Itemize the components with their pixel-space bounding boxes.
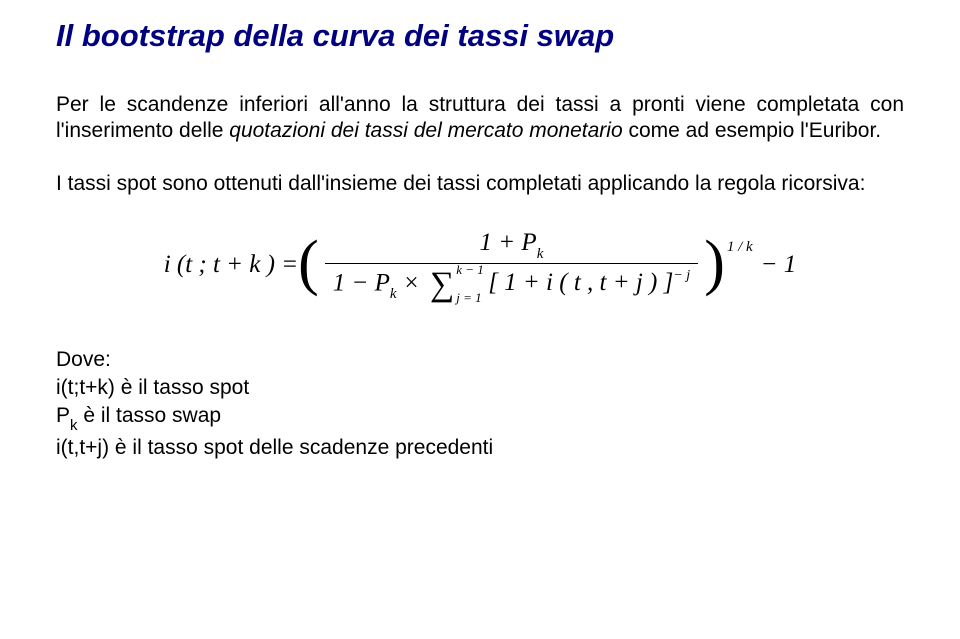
para1-text-c: come ad esempio l'Euribor. (623, 119, 881, 142)
dove-l2a: P (56, 404, 70, 427)
dove-line-2: Pk è il tasso swap (56, 402, 904, 433)
page-title: Il bootstrap della curva dei tassi swap (56, 18, 904, 54)
para1-text-b: quotazioni dei tassi del mercato monetar… (229, 119, 622, 142)
den-a: 1 − P (333, 269, 390, 296)
outer-exp: 1 / k (727, 239, 753, 256)
dove-line-1: i(t;t+k) è il tasso spot (56, 374, 904, 402)
den-b: × (397, 269, 426, 296)
dove-heading: Dove: (56, 346, 904, 374)
dove-line-3: i(t,t+j) è il tasso spot delle scadenze … (56, 434, 904, 462)
formula: i (t ; t + k ) = ( 1 + Pk 1 − Pk × k − 1… (164, 229, 797, 302)
formula-lhs: i (t ; t + k ) = (164, 251, 298, 279)
denominator: 1 − Pk × k − 1∑j = 1 [ 1 + i ( t , t + j … (325, 263, 698, 302)
sum-lower: j = 1 (456, 290, 481, 306)
paragraph-2: I tassi spot sono ottenuti dall'insieme … (56, 171, 904, 197)
fraction: 1 + Pk 1 − Pk × k − 1∑j = 1[ 1 + i ( t ,… (325, 229, 698, 302)
dove-l2sub: k (70, 417, 78, 434)
formula-tail: − 1 (761, 251, 797, 279)
den-c: [ 1 + i ( t , t + j ) ] (488, 269, 673, 296)
summation: k − 1∑j = 1 (430, 268, 454, 302)
den-sub: k (390, 286, 397, 302)
dove-block: Dove: i(t;t+k) è il tasso spot Pk è il t… (56, 346, 904, 462)
formula-block: i (t ; t + k ) = ( 1 + Pk 1 − Pk × k − 1… (56, 229, 904, 302)
den-exp: − j (673, 268, 690, 283)
dove-l2b: è il tasso swap (78, 404, 222, 427)
paragraph-1: Per le scandenze inferiori all'anno la s… (56, 92, 904, 145)
num-text: 1 + P (480, 229, 537, 256)
sigma-icon: ∑ (430, 266, 454, 303)
numerator: 1 + Pk (325, 229, 698, 263)
num-sub: k (537, 246, 544, 262)
page: Il bootstrap della curva dei tassi swap … (0, 0, 960, 462)
sum-upper: k − 1 (456, 262, 484, 278)
